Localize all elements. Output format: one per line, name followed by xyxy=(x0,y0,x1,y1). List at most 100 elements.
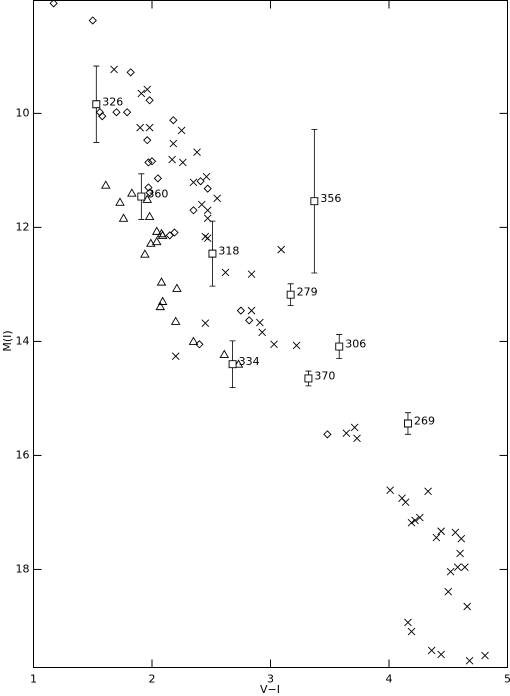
diamond-point xyxy=(170,228,179,237)
square-point xyxy=(286,290,295,299)
point-label: 326 xyxy=(102,95,123,108)
square-point xyxy=(137,192,146,201)
cross-point xyxy=(463,602,472,611)
cross-point xyxy=(201,232,210,241)
cross-point xyxy=(270,340,278,349)
cross-point xyxy=(427,646,436,655)
triangle-point xyxy=(157,296,168,305)
triangle-point xyxy=(101,180,111,189)
cross-point xyxy=(247,306,256,315)
cross-point xyxy=(407,518,416,527)
cross-point xyxy=(258,328,267,337)
cross-point xyxy=(456,549,464,558)
y-tick-label: 14 xyxy=(16,334,30,347)
triangle-point xyxy=(140,249,150,258)
triangle-point xyxy=(157,230,168,239)
y-axis-label: M(I) xyxy=(1,330,14,351)
diamond-point xyxy=(145,96,154,105)
cross-point xyxy=(350,423,359,432)
triangle-point xyxy=(151,226,162,235)
point-label: 370 xyxy=(314,369,335,382)
square-point xyxy=(310,197,319,206)
cross-point xyxy=(424,487,432,496)
cross-point xyxy=(401,498,410,506)
cross-point xyxy=(221,268,230,277)
cross-point xyxy=(444,587,453,596)
x-axis-label: V−I xyxy=(260,683,280,696)
cross-point xyxy=(386,486,395,495)
diamond-point xyxy=(112,108,121,117)
square-point xyxy=(404,419,412,428)
cross-point xyxy=(404,618,412,627)
cross-point xyxy=(407,627,416,636)
diamond-point xyxy=(126,68,135,77)
cross-point xyxy=(342,429,351,438)
triangle-point xyxy=(156,277,167,286)
x-tick-label: 1 xyxy=(30,673,37,686)
diamond-point xyxy=(143,136,152,145)
square-point xyxy=(228,360,237,369)
diamond-point xyxy=(95,108,104,117)
diamond-point xyxy=(98,112,107,121)
cross-point xyxy=(247,270,256,278)
cross-point xyxy=(193,148,201,156)
square-point xyxy=(208,249,217,258)
cross-point xyxy=(203,234,212,243)
triangle-point xyxy=(172,283,182,292)
diamond-point xyxy=(189,206,198,215)
y-tick-label: 16 xyxy=(16,448,30,461)
point-label: 306 xyxy=(345,338,366,351)
diamond-point xyxy=(49,0,58,8)
triangle-point xyxy=(151,236,162,246)
cross-point xyxy=(353,434,361,443)
square-point xyxy=(92,100,101,109)
cross-point xyxy=(453,563,462,571)
cross-point xyxy=(145,123,154,132)
cross-point xyxy=(203,214,212,223)
cross-point xyxy=(168,155,176,164)
square-point xyxy=(304,374,313,383)
x-tick-label: 5 xyxy=(504,673,510,686)
x-tick-label: 3 xyxy=(267,673,274,686)
cross-point xyxy=(437,527,445,536)
diamond-point xyxy=(153,174,163,183)
cross-point xyxy=(143,85,152,94)
x-tick-label: 2 xyxy=(149,673,156,686)
cross-point xyxy=(411,516,419,525)
diamond-point xyxy=(196,177,205,186)
cross-point xyxy=(432,533,441,542)
cross-point xyxy=(171,352,180,361)
point-label: 318 xyxy=(218,245,239,258)
triangle-point xyxy=(146,238,156,247)
cross-point xyxy=(177,126,186,135)
cross-point xyxy=(169,139,178,148)
diamond-point xyxy=(144,183,153,192)
diamond-point xyxy=(169,116,178,125)
cross-point xyxy=(203,206,212,215)
cross-point xyxy=(202,172,211,181)
diamond-point xyxy=(145,188,154,197)
y-tick-label: 18 xyxy=(16,562,30,575)
triangle-point xyxy=(219,349,230,358)
x-tick-label: 4 xyxy=(386,673,393,686)
point-label: 279 xyxy=(297,286,318,299)
triangle-point xyxy=(155,301,166,311)
diamond-point xyxy=(147,157,157,166)
cross-point xyxy=(256,318,264,327)
cross-point xyxy=(213,194,221,203)
triangle-point xyxy=(170,316,181,325)
point-label: 356 xyxy=(320,192,341,205)
diamond-point xyxy=(88,16,97,25)
diamond-point xyxy=(245,316,254,325)
triangle-point xyxy=(188,336,199,345)
cross-point xyxy=(465,656,474,665)
diamond-point xyxy=(323,430,332,439)
cross-point xyxy=(277,245,285,254)
cross-point xyxy=(415,513,424,522)
triangle-point xyxy=(144,211,155,221)
cross-point xyxy=(451,528,460,537)
cross-point xyxy=(437,650,445,659)
cross-point xyxy=(136,123,144,132)
point-label: 360 xyxy=(147,188,168,201)
